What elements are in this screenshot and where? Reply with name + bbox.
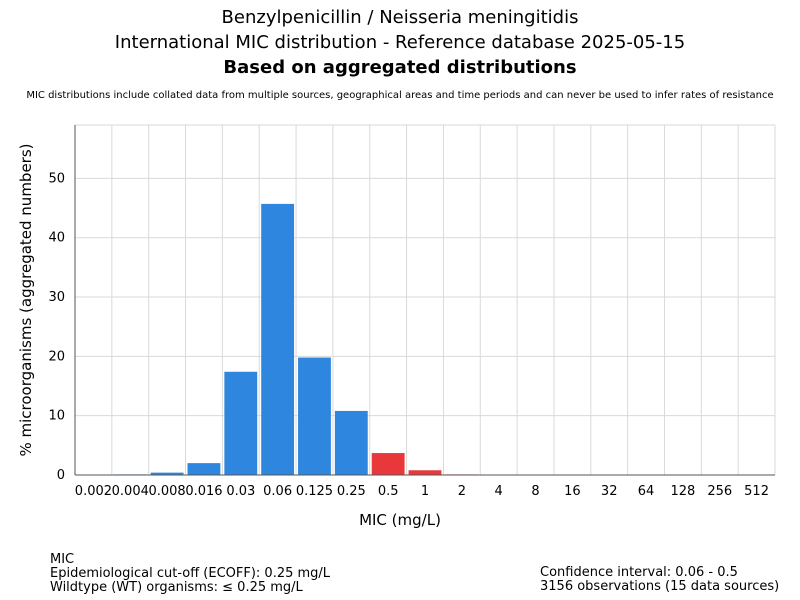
footer-right: Confidence interval: 0.06 - 0.5 3156 obs…: [540, 566, 779, 594]
bar-0.03: [224, 371, 258, 475]
x-axis-title: MIC (mg/L): [359, 511, 441, 529]
footer-wildtype: Wildtype (WT) organisms: ≤ 0.25 mg/L: [50, 580, 303, 595]
disclaimer-text: MIC distributions include collated data …: [26, 90, 774, 101]
bar-0.016: [187, 463, 221, 475]
x-tick-label: 0.25: [337, 484, 366, 499]
x-tick-label: 128: [670, 484, 695, 499]
axis-layer: 0 10 20 30 40 50 0.002 0.004 0.008 0.016 0.03 0.06 0…: [48, 125, 775, 499]
x-tick-label: 0.002: [75, 484, 112, 499]
x-tick-label: 512: [744, 484, 769, 499]
bar-0.125: [298, 357, 331, 475]
chart-title-line1: Benzylpenicillin / Neisseria meningitidi…: [221, 7, 579, 28]
x-tick-label: 8: [531, 484, 539, 499]
footer-mic-label: MIC: [50, 552, 75, 567]
y-tick-label: 0: [57, 468, 65, 483]
chart-title-line3: Based on aggregated distributions: [223, 57, 577, 78]
footer-observations: 3156 observations (15 data sources): [540, 579, 780, 594]
x-tick-label: 32: [601, 484, 618, 499]
chart-title-line2: International MIC distribution - Referen…: [114, 32, 686, 53]
x-tick-label: 0.03: [226, 484, 255, 499]
x-tick-label: 1: [421, 484, 429, 499]
bar-0.06: [261, 203, 295, 475]
x-tick-label: 0.004: [112, 484, 149, 499]
x-tick-label: 16: [564, 484, 581, 499]
y-tick-label: 10: [48, 409, 65, 424]
x-tick-label: 2: [458, 484, 466, 499]
y-tick-label: 30: [48, 290, 65, 305]
grid-layer: [74, 124, 776, 476]
footer-left: MIC Epidemiological cut-off (ECOFF): 0.2…: [50, 553, 330, 595]
x-tick-label: 64: [638, 484, 655, 499]
y-tick-label: 20: [48, 349, 65, 364]
x-tick-label: 0.125: [296, 484, 333, 499]
y-axis-title: % microorganisms (aggregated numbers): [17, 143, 35, 456]
x-tick-label: 4: [495, 484, 503, 499]
bar-0.25: [334, 410, 368, 475]
x-tick-label: 0.008: [148, 484, 185, 499]
x-tick-label: 256: [707, 484, 732, 499]
bar-0.008: [150, 472, 184, 475]
bar-layer: [113, 203, 479, 475]
x-tick-label: 0.5: [378, 484, 399, 499]
x-tick-label: 0.016: [185, 484, 222, 499]
y-tick-label: 50: [48, 171, 65, 186]
y-tick-label: 40: [48, 231, 65, 246]
bar-1: [408, 470, 442, 475]
footer-ecoff: Epidemiological cut-off (ECOFF): 0.25 mg…: [50, 566, 331, 581]
x-tick-label: 0.06: [263, 484, 292, 499]
bar-0.5: [371, 453, 405, 475]
footer-confidence-interval: Confidence interval: 0.06 - 0.5: [540, 565, 738, 580]
